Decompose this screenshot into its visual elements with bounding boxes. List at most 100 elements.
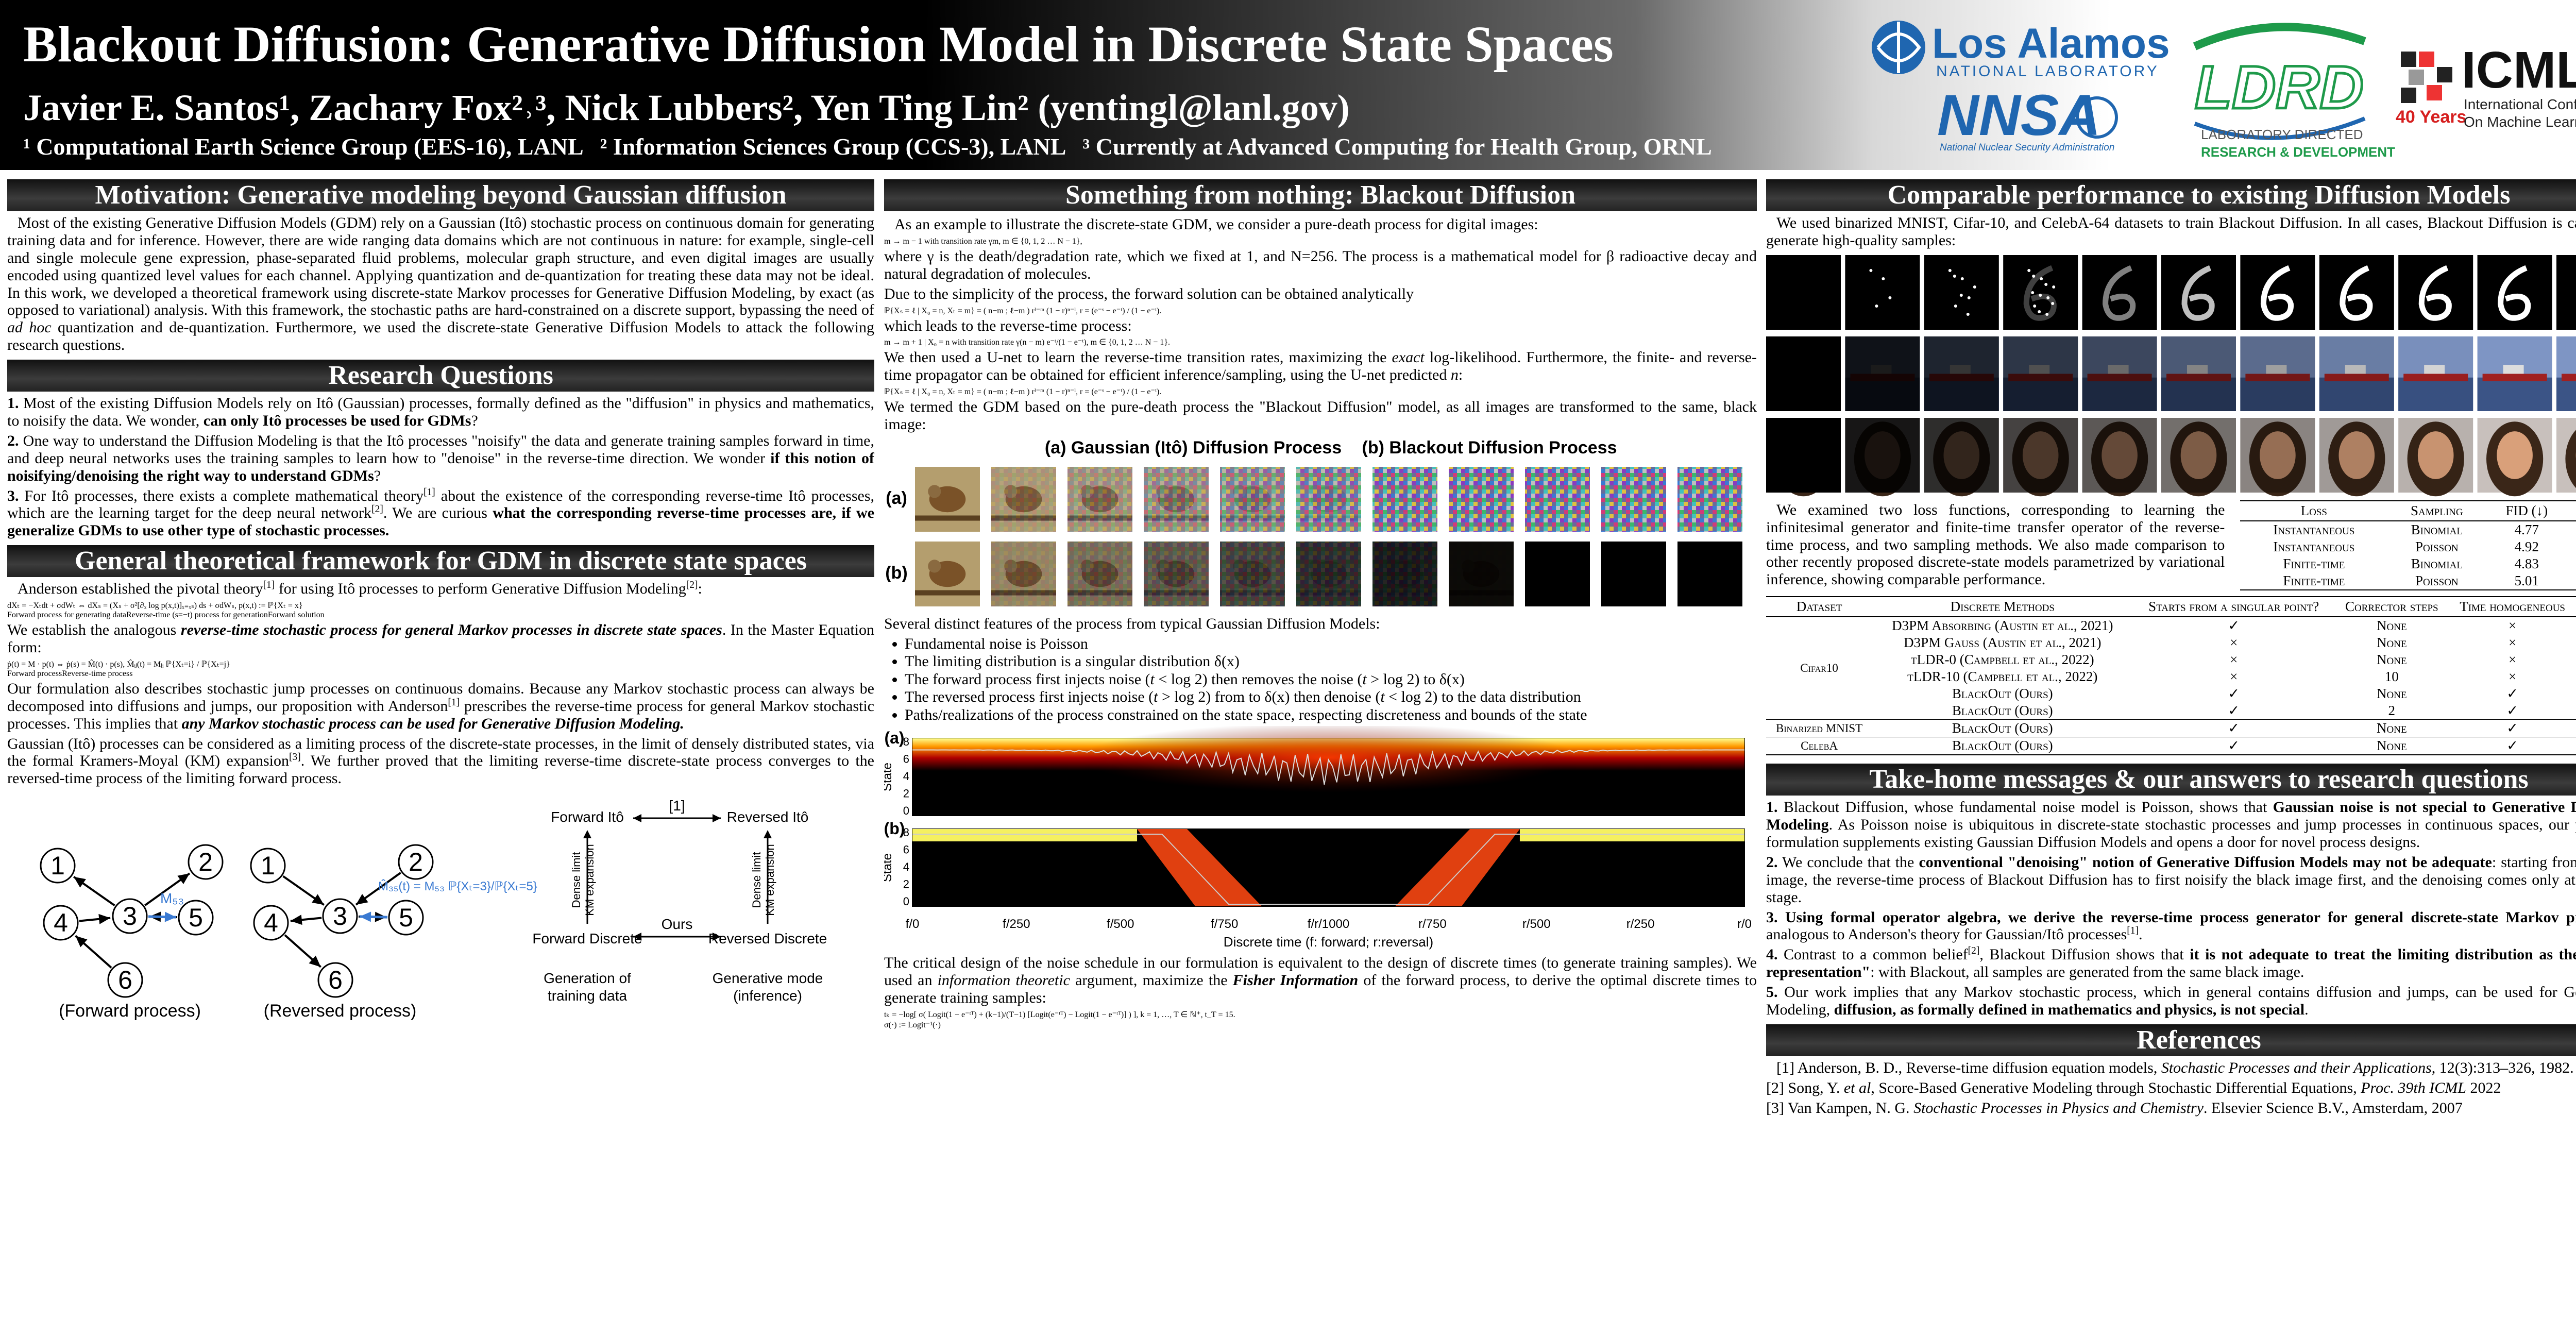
node-label: 5 <box>189 903 203 932</box>
text-run: t <box>1380 688 1385 706</box>
arrow-head <box>74 877 86 888</box>
text-run: The reversed process first injects noise… <box>905 688 1154 706</box>
table-header: Dataset <box>1766 597 1873 618</box>
numbered-item: 2. We conclude that the conventional "de… <box>1766 854 2576 906</box>
text-run: can only Itô processes be used for GDMs <box>203 412 471 430</box>
table-cell: 2 <box>2388 703 2396 719</box>
figure <box>1766 255 2576 497</box>
text-run: > log 2) from to δ(x) then denoise ( <box>1158 688 1381 706</box>
figure: (a) Gaussian (Itô) Diffusion Process (b) … <box>885 438 1742 607</box>
image-dark <box>1296 542 1361 607</box>
sample-dot <box>2031 291 2035 294</box>
text-run: We termed the GDM based on the pure-deat… <box>884 398 1757 433</box>
node <box>40 848 76 884</box>
x-tick-label: f/250 <box>1003 917 1030 931</box>
sample-part <box>2245 374 2310 381</box>
sample-digit <box>2260 265 2294 321</box>
text-run: diffusion, as formally defined in mathem… <box>1834 1001 2305 1019</box>
image-noise <box>1296 467 1361 532</box>
equation: m → m + 1 | X₀ = n with transition rate … <box>884 338 1170 347</box>
text-run: where γ is the death/degradation rate, w… <box>884 247 1757 282</box>
table-row: τLDR-10 (Campbell et al., 2022)×10×3.74 <box>1766 668 2576 685</box>
table-cell: τLDR-10 (Campbell et al., 2022) <box>1907 669 2098 685</box>
text-run: , 12(3):313–326, 1982. <box>2431 1059 2574 1076</box>
scheme-label: Ours <box>662 916 693 932</box>
text-run: exact <box>1392 349 1425 366</box>
sample-part <box>2565 430 2576 488</box>
scheme-label: Reversed Discrete <box>708 931 827 946</box>
sample-dot <box>2033 304 2037 308</box>
image-noise <box>1144 467 1209 532</box>
table-cell: × <box>2230 635 2238 651</box>
sample-part <box>2319 377 2394 411</box>
scheme-label: KM expansion <box>764 844 776 916</box>
text-run: information theoretic <box>937 972 1070 989</box>
image-noise <box>1525 467 1590 532</box>
sample-dot <box>1960 277 1964 280</box>
image-dark <box>1449 542 1514 607</box>
sample-part <box>2266 364 2287 374</box>
equation: m → m − 1 with transition rate γm, m ∈ {… <box>884 236 1082 246</box>
text-run: Most of the existing Generative Diffusio… <box>7 214 874 319</box>
node-label: 1 <box>261 851 275 880</box>
sample-dark <box>2003 417 2078 493</box>
text-run: The limiting distribution is a singular … <box>905 653 1240 670</box>
text-run: < log 2) then removes the noise ( <box>1154 670 1363 688</box>
table-cell: Binarized MNIST <box>1766 719 1873 737</box>
sample-dark <box>2240 417 2315 493</box>
bullet-item: The forward process first injects noise … <box>905 671 1757 689</box>
sample-part <box>2166 374 2231 381</box>
table-cell: None <box>2377 652 2407 668</box>
text-run: . <box>2139 926 2143 943</box>
underbrace-label: Forward process <box>7 669 62 678</box>
text-run: Fisher Information <box>1232 972 1359 989</box>
image-noise <box>991 542 1056 607</box>
text-run: . We further proved that the limiting re… <box>7 752 874 787</box>
table-cell: ✓ <box>2448 719 2576 737</box>
text-run: 2022 <box>2466 1079 2501 1096</box>
section-body: We used binarized MNIST, Cifar-10, and C… <box>1766 214 2576 756</box>
image-noise <box>1677 467 1742 532</box>
table-cell: ✓ <box>2132 737 2335 755</box>
text-run: Several distinct features of the process… <box>884 615 1380 633</box>
underbrace-label: Reverse-time process <box>62 669 133 678</box>
sample-tile <box>2556 255 2576 330</box>
text-run: it is not adequate to treat the limiting… <box>1766 946 2576 981</box>
sample-path <box>912 749 1745 785</box>
table-cell: BlackOut (Ours) <box>1872 719 2133 737</box>
section-heading: Comparable performance to existing Diffu… <box>1766 179 2576 211</box>
text-run: : with Blackout, all samples are generat… <box>1870 963 2304 981</box>
text-run: prescribes the reverse-time process for … <box>7 697 874 732</box>
image-dark <box>1144 542 1209 607</box>
section-body: 1. Most of the existing Diffusion Models… <box>7 395 874 539</box>
arrow-head <box>713 814 721 823</box>
sample-dark <box>1766 336 1841 411</box>
sample-dark <box>2319 336 2394 411</box>
scheme-label: Generative mode <box>713 970 823 986</box>
sample-dark <box>1924 336 1999 411</box>
lanl-logo: Los Alamos NATIONAL LABORATORY <box>1872 20 2170 80</box>
logo-text: ICML <box>2462 41 2576 99</box>
text-run: 1. <box>7 395 19 412</box>
paragraph: We used binarized MNIST, Cifar-10, and C… <box>1766 214 2576 249</box>
table-row: Dataset Discrete Methods Starts from a sin… <box>1766 597 2576 618</box>
equation: dXₜ = −Xₜdt + σdWₜ ⇔ dXₛ = (Xₛ + σ²[∂ₓ l… <box>7 601 303 611</box>
section-body: [1] Anderson, B. D., Reverse-time diffus… <box>1766 1059 2576 1117</box>
node-label: 2 <box>198 848 213 876</box>
sample-part <box>2424 364 2445 374</box>
sample-dot <box>1882 277 1885 280</box>
sample-tile <box>1845 255 1920 330</box>
text-run: . As Poisson noise is ubiquitous in disc… <box>1766 816 2576 851</box>
sample-part <box>2562 374 2576 381</box>
x-tick-label: r/750 <box>1418 917 1447 931</box>
table-row: τLDR-0 (Campbell et al., 2022)×None×8.10 <box>1766 651 2576 668</box>
table-cell: × <box>2508 618 2517 634</box>
section-heading: Something from nothing: Blackout Diffusi… <box>884 179 1757 211</box>
sample-dark <box>1766 417 1841 493</box>
image-dark <box>1067 542 1132 607</box>
image-noise <box>1067 467 1132 532</box>
numbered-item: 5. Our work implies that any Markov stoc… <box>1766 984 2576 1019</box>
table-cell: 9.18 <box>2567 538 2576 555</box>
text-run: n <box>1450 366 1459 384</box>
